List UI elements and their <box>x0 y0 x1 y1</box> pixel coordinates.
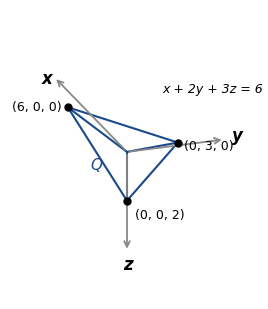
Text: Q: Q <box>91 158 103 173</box>
Text: x: x <box>42 70 52 88</box>
Text: (0, 0, 2): (0, 0, 2) <box>135 209 185 222</box>
Text: z: z <box>123 256 133 274</box>
Text: y: y <box>232 127 243 145</box>
Text: (0, 3, 0): (0, 3, 0) <box>184 140 234 153</box>
Text: (6, 0, 0): (6, 0, 0) <box>12 101 62 114</box>
Text: x + 2y + 3z = 6: x + 2y + 3z = 6 <box>162 83 263 96</box>
